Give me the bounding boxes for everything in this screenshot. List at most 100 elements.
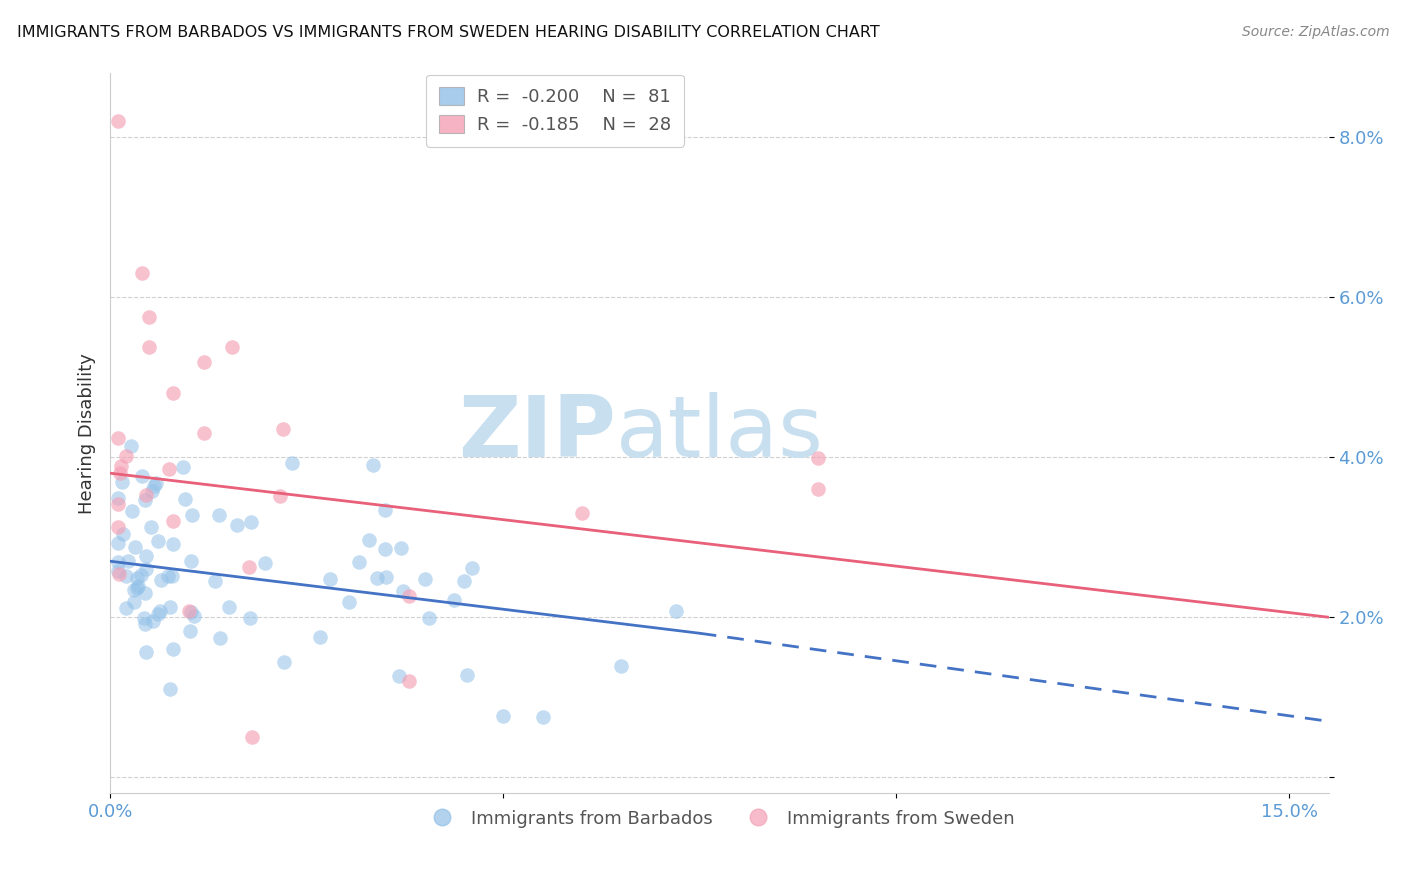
- Point: [127, 579, 149, 593]
- Point: [134, 617, 156, 632]
- Point: [347, 555, 370, 569]
- Point: [131, 568, 153, 582]
- Text: IMMIGRANTS FROM BARBADOS VS IMMIGRANTS FROM SWEDEN HEARING DISABILITY CORRELATIO: IMMIGRANTS FROM BARBADOS VS IMMIGRANTS F…: [17, 25, 880, 40]
- Point: [135, 549, 157, 563]
- Point: [392, 584, 415, 599]
- Point: [149, 574, 172, 588]
- Point: [413, 572, 436, 586]
- Point: [280, 456, 302, 470]
- Point: [309, 630, 332, 644]
- Point: [271, 422, 294, 436]
- Point: [108, 467, 131, 481]
- Point: [177, 604, 200, 618]
- Point: [115, 569, 138, 583]
- Point: [492, 709, 515, 723]
- Point: [388, 669, 411, 683]
- Point: [319, 572, 342, 586]
- Point: [239, 611, 262, 625]
- Point: [180, 605, 202, 619]
- Point: [138, 310, 160, 325]
- Point: [221, 341, 243, 355]
- Point: [111, 475, 134, 489]
- Text: ZIP: ZIP: [458, 392, 616, 475]
- Point: [157, 569, 180, 583]
- Point: [456, 668, 478, 682]
- Y-axis label: Hearing Disability: Hearing Disability: [79, 352, 96, 514]
- Point: [389, 541, 412, 556]
- Point: [108, 566, 131, 581]
- Legend: Immigrants from Barbados, Immigrants from Sweden: Immigrants from Barbados, Immigrants fro…: [418, 802, 1022, 835]
- Point: [125, 571, 148, 585]
- Point: [183, 608, 205, 623]
- Point: [208, 508, 231, 522]
- Point: [134, 586, 156, 600]
- Point: [143, 479, 166, 493]
- Point: [117, 554, 139, 568]
- Point: [107, 519, 129, 533]
- Point: [110, 458, 132, 473]
- Point: [132, 611, 155, 625]
- Point: [398, 674, 420, 689]
- Point: [361, 458, 384, 472]
- Point: [115, 450, 138, 464]
- Point: [610, 659, 633, 673]
- Point: [135, 645, 157, 659]
- Point: [159, 681, 181, 696]
- Point: [453, 574, 475, 588]
- Point: [149, 604, 172, 618]
- Point: [162, 641, 184, 656]
- Point: [374, 503, 396, 517]
- Point: [146, 534, 169, 549]
- Point: [269, 489, 291, 503]
- Point: [254, 556, 277, 570]
- Point: [665, 604, 688, 618]
- Point: [162, 537, 184, 551]
- Point: [135, 488, 157, 502]
- Text: Source: ZipAtlas.com: Source: ZipAtlas.com: [1241, 25, 1389, 39]
- Point: [418, 610, 440, 624]
- Point: [218, 599, 240, 614]
- Point: [193, 355, 215, 369]
- Point: [141, 484, 163, 499]
- Point: [122, 594, 145, 608]
- Point: [157, 462, 180, 476]
- Point: [273, 655, 295, 669]
- Point: [159, 599, 181, 614]
- Point: [107, 431, 129, 445]
- Point: [209, 631, 232, 645]
- Point: [571, 506, 593, 520]
- Text: atlas: atlas: [616, 392, 824, 475]
- Point: [162, 514, 184, 528]
- Point: [131, 266, 153, 280]
- Point: [125, 581, 148, 595]
- Point: [160, 569, 183, 583]
- Point: [146, 607, 169, 621]
- Point: [172, 459, 194, 474]
- Point: [162, 386, 184, 401]
- Point: [141, 520, 163, 534]
- Point: [121, 504, 143, 518]
- Point: [807, 451, 830, 466]
- Point: [193, 426, 215, 441]
- Point: [115, 601, 138, 615]
- Point: [142, 614, 165, 628]
- Point: [807, 482, 830, 496]
- Point: [531, 710, 554, 724]
- Point: [398, 589, 420, 603]
- Point: [366, 571, 388, 585]
- Point: [135, 562, 157, 576]
- Point: [374, 541, 396, 556]
- Point: [107, 555, 129, 569]
- Point: [239, 516, 262, 530]
- Point: [145, 475, 167, 490]
- Point: [107, 497, 129, 511]
- Point: [107, 491, 129, 506]
- Point: [238, 560, 260, 574]
- Point: [337, 595, 360, 609]
- Point: [111, 527, 134, 541]
- Point: [174, 492, 197, 507]
- Point: [204, 574, 226, 589]
- Point: [180, 554, 202, 568]
- Point: [124, 540, 146, 554]
- Point: [138, 340, 160, 354]
